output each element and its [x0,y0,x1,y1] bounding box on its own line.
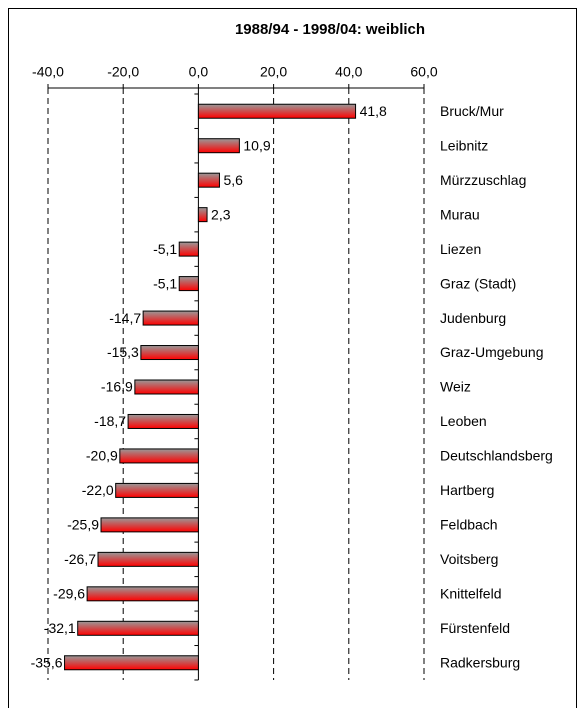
value-label: -18,7 [94,413,126,429]
category-label: Radkersburg [440,654,520,670]
bar [178,276,199,292]
value-label: -5,1 [153,241,177,257]
value-label: -15,3 [107,344,139,360]
category-label: Leibnitz [440,137,488,153]
bar [100,517,199,533]
value-label: -32,1 [44,620,76,636]
category-label: Feldbach [440,517,498,533]
x-tick-label: 60,0 [410,64,437,80]
value-label: 10,9 [243,137,270,153]
bar [115,482,199,498]
value-label: 41,8 [360,103,387,119]
bar [127,413,199,429]
value-label: -29,6 [53,586,85,602]
x-tick-label: -40,0 [32,64,64,80]
bar [178,241,199,257]
value-label: -22,0 [82,482,114,498]
value-label: 5,6 [223,172,243,188]
category-label: Liezen [440,241,481,257]
category-label: Weiz [440,379,471,395]
category-label: Fürstenfeld [440,620,510,636]
bar [197,103,357,119]
bar [77,620,199,636]
bar [197,207,208,223]
bar [119,448,199,464]
value-label: 2,3 [211,206,231,222]
frame [8,8,577,708]
bar [140,345,199,361]
category-label: Hartberg [440,482,494,498]
bar [142,310,199,326]
category-label: Voitsberg [440,551,498,567]
category-label: Bruck/Mur [440,103,504,119]
value-label: -35,6 [31,654,63,670]
x-tick-label: 40,0 [335,64,362,80]
bar [86,586,199,602]
bar [197,172,220,188]
category-label: Graz (Stadt) [440,275,516,291]
bar [64,655,199,671]
value-label: -25,9 [67,517,99,533]
category-label: Murau [440,206,480,222]
bar [97,551,199,567]
value-label: -14,7 [109,310,141,326]
x-tick-label: -20,0 [107,64,139,80]
value-label: -16,9 [101,379,133,395]
x-tick-label: 20,0 [260,64,287,80]
category-label: Mürzzuschlag [440,172,526,188]
category-label: Graz-Umgebung [440,344,544,360]
bar [134,379,199,395]
bar [197,138,240,154]
category-label: Judenburg [440,310,506,326]
x-tick-label: 0,0 [189,64,209,80]
category-label: Knittelfeld [440,586,501,602]
category-label: Leoben [440,413,487,429]
chart-title: 1988/94 - 1998/04: weiblich [235,21,425,38]
value-label: -26,7 [64,551,96,567]
value-label: -5,1 [153,275,177,291]
category-label: Deutschlandsberg [440,448,553,464]
value-label: -20,9 [86,448,118,464]
